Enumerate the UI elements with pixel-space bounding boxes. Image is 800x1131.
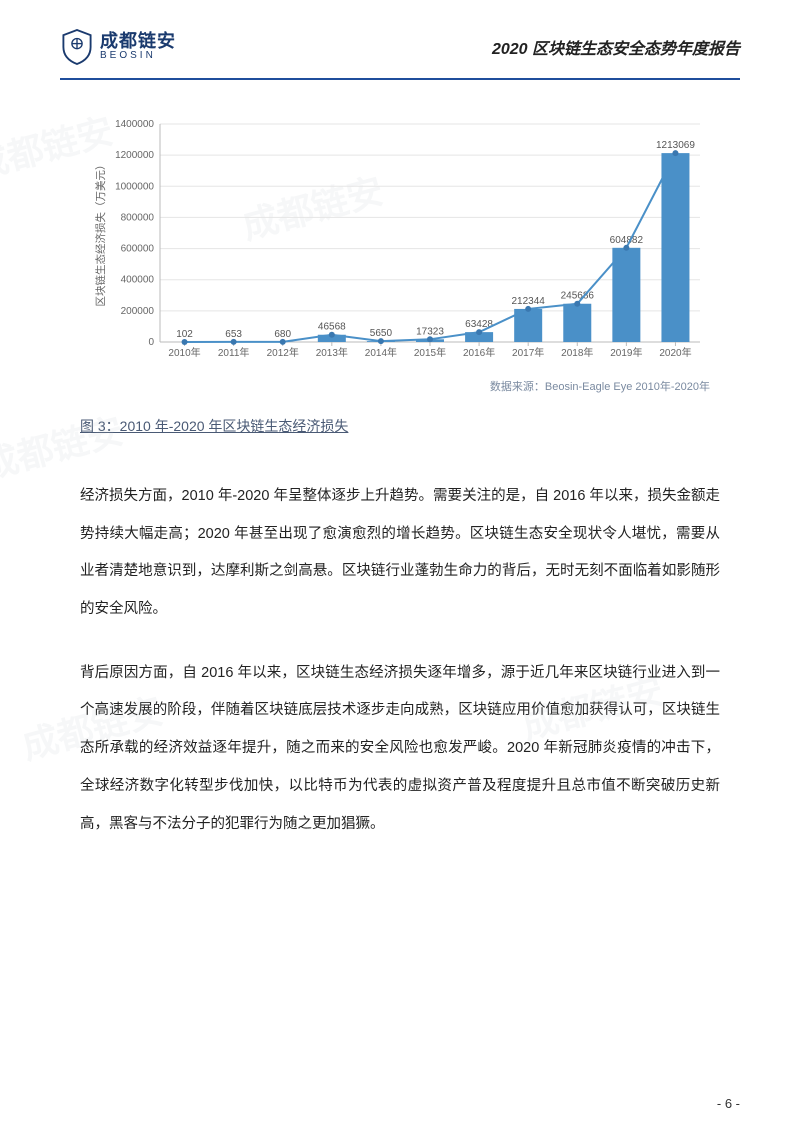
page-header: 成都链安 BEOSIN 2020 区块链生态安全态势年度报告 <box>0 0 800 74</box>
svg-text:200000: 200000 <box>121 306 155 317</box>
svg-text:1200000: 1200000 <box>115 150 154 161</box>
svg-text:2014年: 2014年 <box>365 346 397 359</box>
svg-text:63428: 63428 <box>465 319 493 330</box>
paragraph: 经济损失方面，2010 年-2020 年呈整体逐步上升趋势。需要关注的是，自 2… <box>80 478 720 629</box>
svg-text:2019年: 2019年 <box>610 346 642 359</box>
svg-text:2015年: 2015年 <box>414 346 446 359</box>
svg-text:245686: 245686 <box>561 291 595 302</box>
svg-text:800000: 800000 <box>121 212 155 223</box>
svg-text:2018年: 2018年 <box>561 346 593 359</box>
svg-text:0: 0 <box>148 337 154 348</box>
svg-text:2010年: 2010年 <box>168 346 200 359</box>
svg-text:2013年: 2013年 <box>316 346 348 359</box>
logo: 成都链安 BEOSIN <box>60 28 176 66</box>
svg-text:区块链生态经济损失（万美元）: 区块链生态经济损失（万美元） <box>94 160 107 307</box>
header-rule <box>60 78 740 80</box>
svg-text:600000: 600000 <box>121 244 155 255</box>
svg-text:2017年: 2017年 <box>512 346 544 359</box>
svg-text:46568: 46568 <box>318 322 346 333</box>
logo-text-en: BEOSIN <box>100 51 176 62</box>
page-number: - 6 - <box>717 1096 740 1111</box>
svg-text:1213069: 1213069 <box>656 140 695 151</box>
svg-text:653: 653 <box>225 329 242 340</box>
svg-text:2016年: 2016年 <box>463 346 495 359</box>
svg-text:1000000: 1000000 <box>115 181 154 192</box>
svg-text:2020年: 2020年 <box>659 346 691 359</box>
svg-text:5650: 5650 <box>370 328 393 339</box>
svg-text:2012年: 2012年 <box>267 346 299 359</box>
shield-icon <box>60 28 94 66</box>
svg-text:680: 680 <box>274 329 291 340</box>
svg-text:604882: 604882 <box>610 235 644 246</box>
svg-text:212344: 212344 <box>511 296 545 307</box>
figure-caption: 图 3：2010 年-2020 年区块链生态经济损失 <box>80 416 720 436</box>
loss-chart: 区块链生态经济损失（万美元） 0 200000 400000 600000 800000 1… <box>90 110 710 370</box>
logo-text-cn: 成都链安 <box>100 32 176 51</box>
svg-text:2011年: 2011年 <box>218 346 250 359</box>
chart-data-source: 数据来源：Beosin-Eagle Eye 2010年-2020年 <box>0 378 710 394</box>
svg-text:17323: 17323 <box>416 326 444 337</box>
svg-text:102: 102 <box>176 329 193 340</box>
paragraph: 背后原因方面，自 2016 年以来，区块链生态经济损失逐年增多，源于近几年来区块… <box>80 655 720 843</box>
svg-text:1400000: 1400000 <box>115 119 154 130</box>
body-text: 经济损失方面，2010 年-2020 年呈整体逐步上升趋势。需要关注的是，自 2… <box>80 478 720 843</box>
report-title: 2020 区块链生态安全态势年度报告 <box>492 35 740 59</box>
svg-text:400000: 400000 <box>121 275 155 286</box>
